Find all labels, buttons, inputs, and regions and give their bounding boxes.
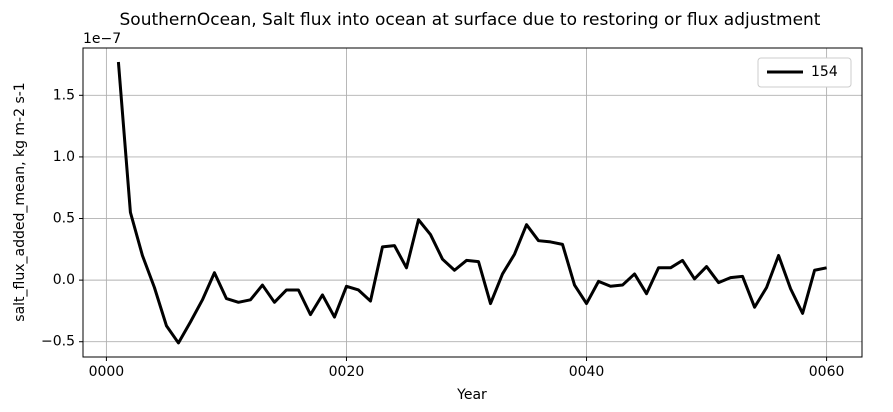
plot-frame (82, 47, 863, 358)
x-tick-label: 0000 (89, 364, 125, 380)
data-line (116, 61, 827, 345)
y-tick-label: 1.5 (53, 87, 75, 103)
legend-label: 154 (811, 64, 838, 80)
chart-title: SouthernOcean, Salt flux into ocean at s… (120, 10, 821, 30)
x-tick-label: 0060 (809, 364, 845, 380)
y-axis-label: salt_flux_added_mean, kg m-2 s-1 (12, 82, 28, 321)
y-tick-label: −0.5 (41, 334, 75, 350)
x-axis-label: Year (456, 387, 487, 403)
y-tick-label: 1.0 (53, 149, 75, 165)
y-offset-text: 1e−7 (83, 31, 121, 47)
x-tick-label: 0040 (569, 364, 605, 380)
x-tick-label: 0020 (329, 364, 365, 380)
y-tick-label: 0.5 (53, 211, 75, 227)
y-tick-label: 0.0 (53, 272, 75, 288)
legend-box (757, 57, 852, 88)
